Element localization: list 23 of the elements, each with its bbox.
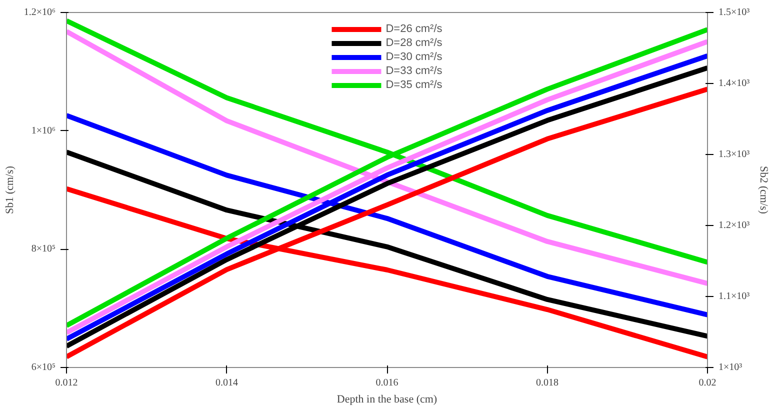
y2-tick-label: 1×10³: [718, 362, 742, 373]
x-tick-label: 0.014: [216, 378, 238, 388]
y-tick-label: 8×10⁵: [31, 244, 56, 255]
y2-tick-label: 1.5×10³: [718, 7, 750, 18]
legend-label: D=28 cm²/s: [386, 36, 442, 50]
y2-tick-label: 1.4×10³: [718, 78, 750, 89]
legend-label: D=30 cm²/s: [386, 50, 442, 64]
y2-tick-label: 1.3×10³: [718, 149, 750, 160]
y2-tick-label: 1.2×10³: [718, 220, 750, 231]
x-tick-label: 0.018: [536, 378, 558, 388]
legend-label: D=33 cm²/s: [386, 64, 442, 78]
legend-label: D=26 cm²/s: [386, 22, 442, 36]
x-tick-label: 0.02: [698, 378, 716, 388]
x-axis-title: Depth in the base (cm): [336, 394, 438, 406]
x-tick-label: 0.012: [55, 378, 78, 388]
y2-axis-title: Sb2 (cm/s): [758, 166, 770, 214]
legend-label: D=35 cm²/s: [386, 78, 442, 92]
y2-tick-label: 1.1×10³: [718, 291, 750, 302]
x-tick-label: 0.016: [376, 378, 398, 388]
y-tick-label: 1×10⁶: [31, 125, 56, 136]
y-tick-label: 6×10⁵: [31, 362, 56, 373]
y-tick-label: 1.2×10⁶: [24, 7, 56, 18]
y-axis-title: Sb1 (cm/s): [4, 166, 16, 214]
